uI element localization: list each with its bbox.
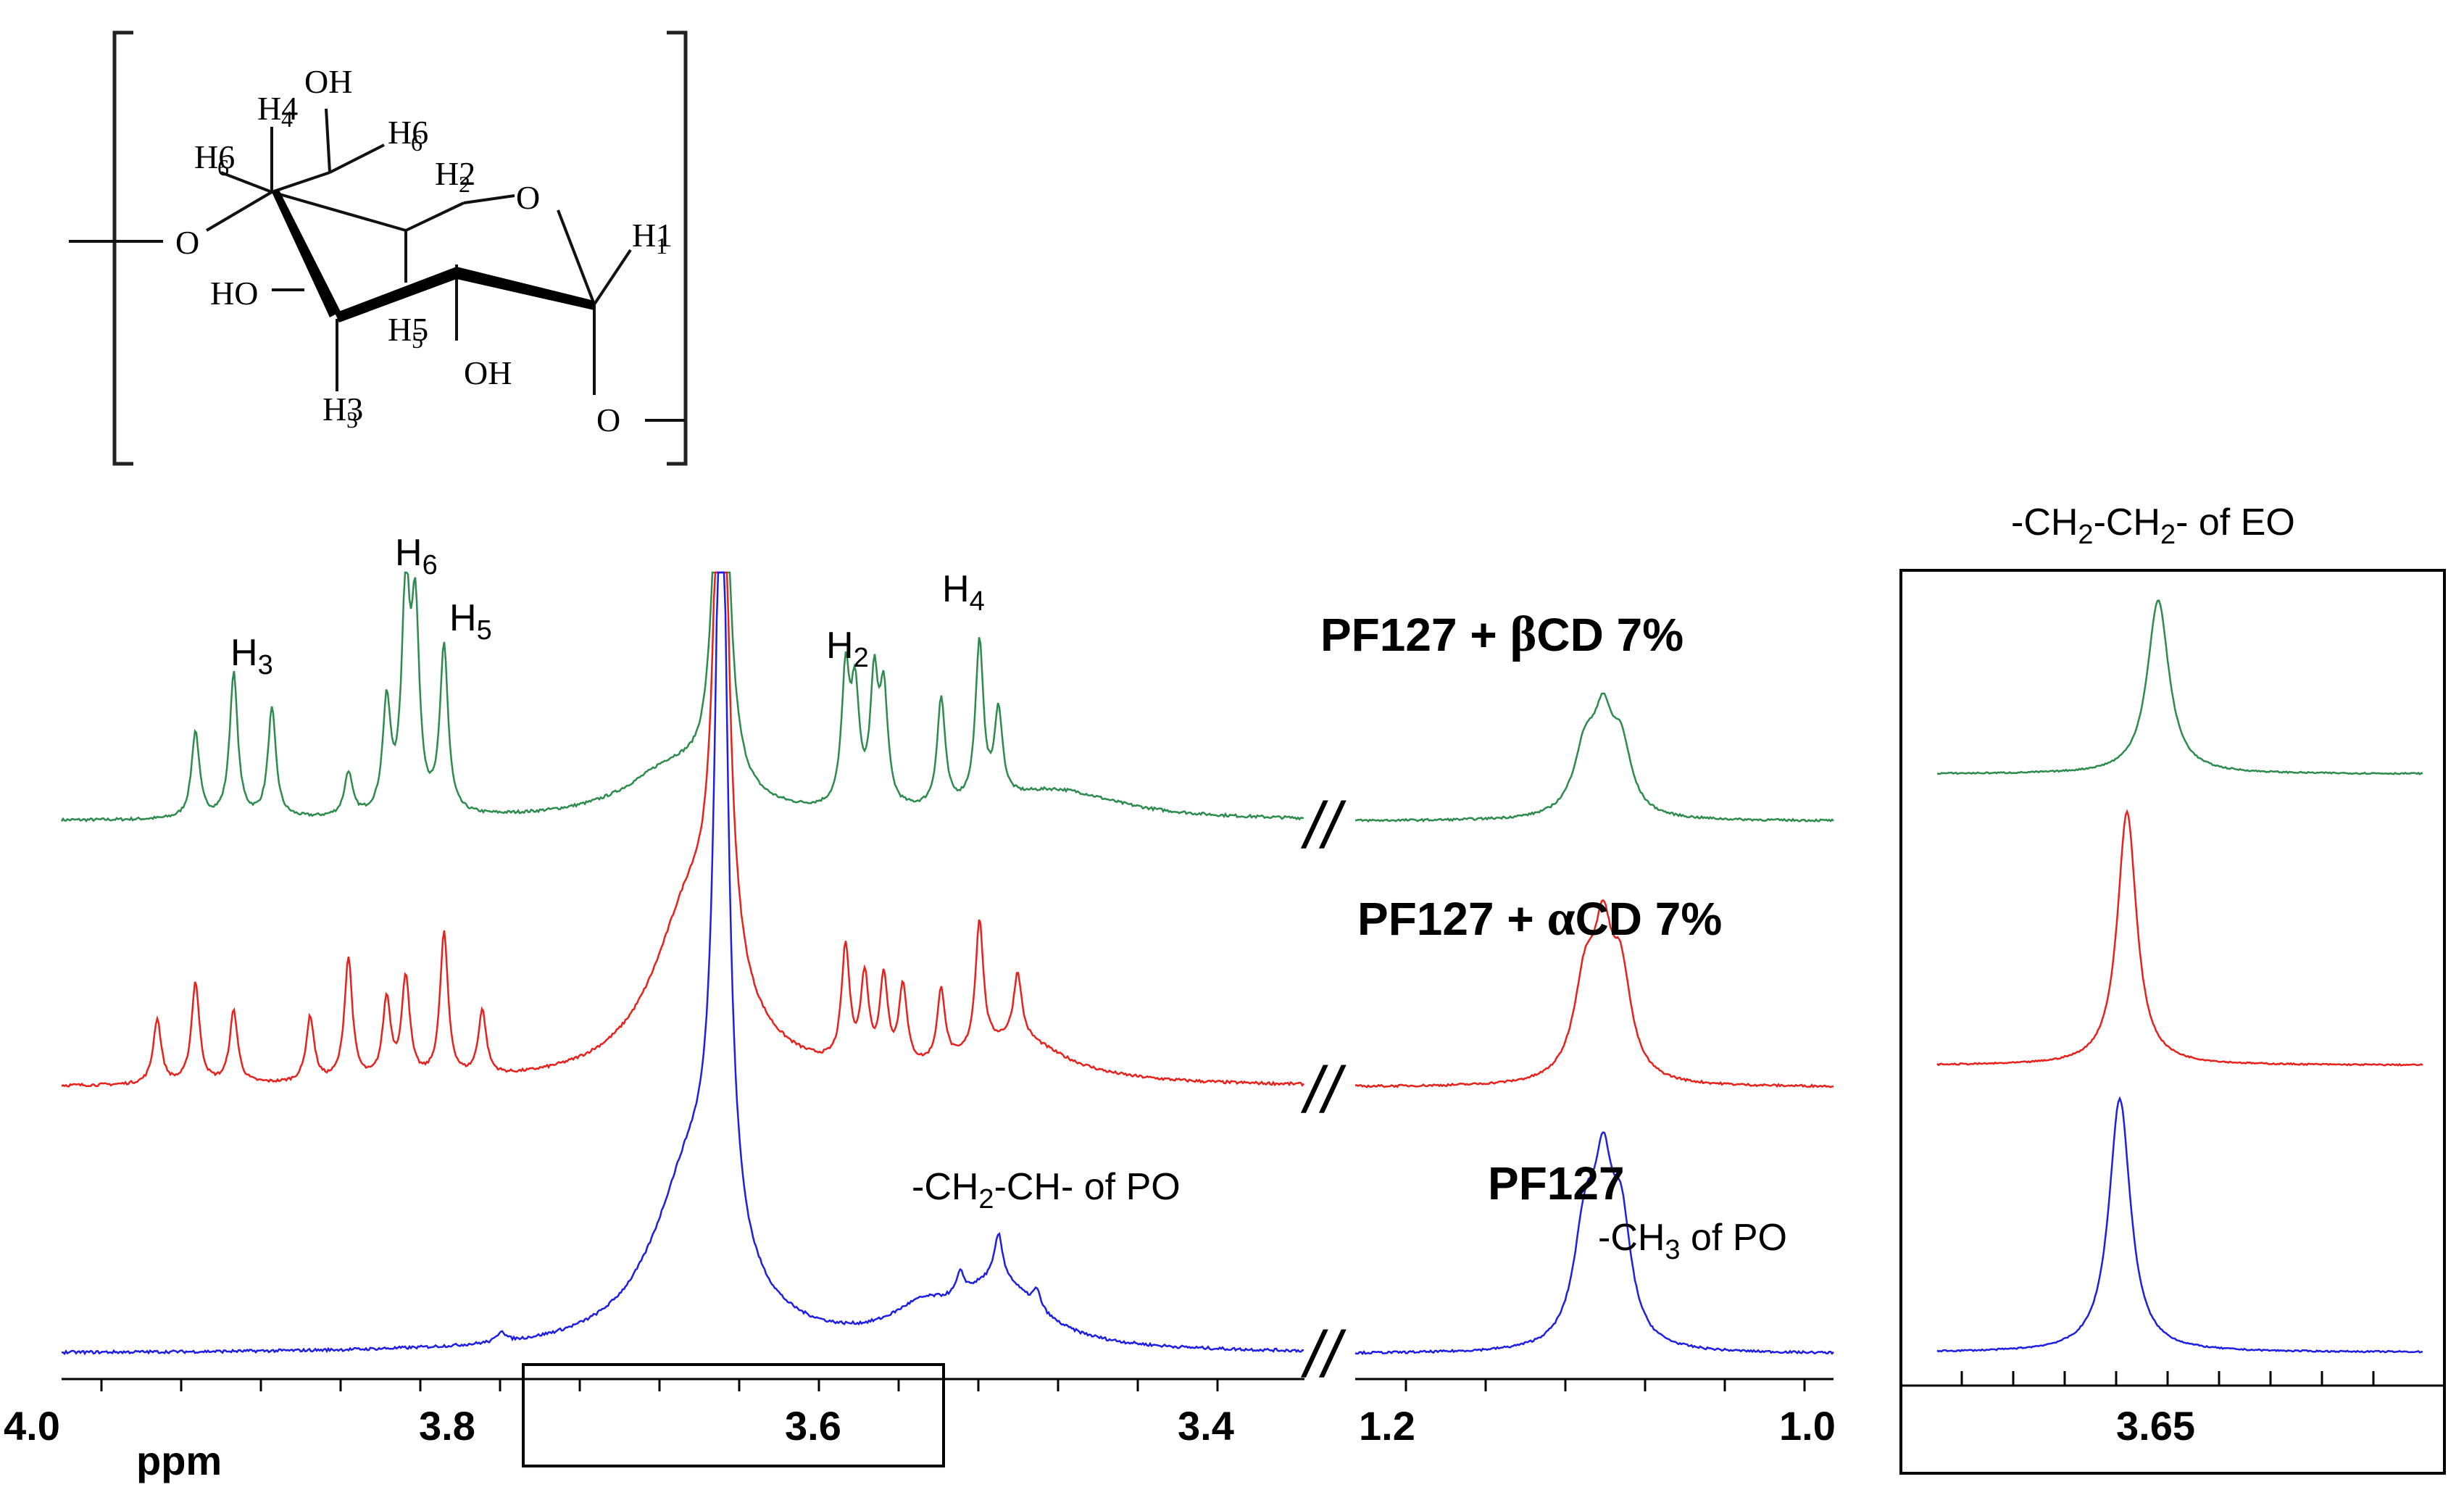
glucose-structure: H4 4 OH H6 6 H6 6 H2 2 O H1 1 O HO H5 5 … <box>69 30 688 466</box>
atom-h1-sub: 1 <box>656 233 667 259</box>
zoom-region-box <box>522 1363 945 1467</box>
wedge-right <box>457 267 594 310</box>
atom-o-bottom: O <box>596 401 620 438</box>
inset-tick-label-3.65: 3.65 <box>2116 1403 2195 1449</box>
atom-h2: H2 <box>435 155 475 192</box>
series-label-alphacd-suffix: CD 7% <box>1576 893 1723 945</box>
break-mark-bottom: // <box>1300 1319 1347 1391</box>
annotation-ch3-of-po: -CH3 of PO <box>1598 1217 1787 1265</box>
atom-h3-sub: 3 <box>346 407 358 433</box>
annotation-h3: H3 <box>230 632 273 680</box>
trace-betacd-methyl <box>1354 692 1834 823</box>
atom-h6-right: H6 <box>388 114 428 151</box>
tick-label-3.6: 3.6 <box>785 1403 841 1449</box>
tick-label-1.2: 1.2 <box>1359 1403 1415 1449</box>
atom-oh-bottom: OH <box>464 354 512 391</box>
annotation-h2: H2 <box>826 625 869 673</box>
wedge-left <box>272 190 341 317</box>
atom-h4-sub: 4 <box>281 106 293 132</box>
annotation-ch2-ch-of-po: -CH2-CH- of PO <box>912 1166 1181 1215</box>
x-tick-labels: 4.0 3.8 3.6 3.4 1.2 1.0 ppm <box>4 1403 1836 1483</box>
atom-oh-top: OH <box>304 63 352 100</box>
inset-trace-alphacd <box>1936 809 2423 1067</box>
series-label-betacd-prefix: PF127 + <box>1320 609 1510 661</box>
atom-h4: H4 <box>257 90 298 127</box>
atom-h5-sub: 5 <box>412 327 423 353</box>
atom-h3: H3 <box>322 391 363 428</box>
series-label-alphacd: PF127 + αCD 7% <box>1357 891 1722 946</box>
series-label-alphacd-greek: α <box>1547 891 1576 946</box>
break-mark-middle: // <box>1300 1054 1347 1127</box>
atom-o-left: O <box>175 224 199 261</box>
trace-pf127-main <box>61 571 1304 1356</box>
trace-pf127-methyl <box>1354 1131 1834 1356</box>
trace-alphacd-main <box>61 571 1304 1088</box>
break-mark-top: // <box>1300 790 1347 862</box>
wedge-bottom <box>335 267 457 322</box>
trace-betacd-main <box>60 571 1304 823</box>
peak-annotations: H3 H6 H5 H2 H4 -CH2-CH- of PO -CH3 of PO… <box>230 501 2295 1265</box>
atom-h5: H5 <box>388 311 428 348</box>
tick-label-4.0: 4.0 <box>4 1403 60 1449</box>
atom-o-ring: O <box>516 179 540 216</box>
trace-alphacd-methyl <box>1354 899 1834 1088</box>
series-label-betacd: PF127 + βCD 7% <box>1320 607 1683 662</box>
atom-h2-sub: 2 <box>459 171 470 197</box>
atom-h1: H1 <box>632 217 673 254</box>
inset-ticks <box>1960 1371 2375 1386</box>
series-label-pf127: PF127 <box>1488 1157 1625 1209</box>
series-label-alphacd-prefix: PF127 + <box>1357 893 1547 945</box>
atom-h6-left-sub: 6 <box>217 154 229 180</box>
annotation-h4: H4 <box>942 568 985 617</box>
series-label-betacd-greek: β <box>1510 607 1537 662</box>
tick-label-3.8: 3.8 <box>419 1403 475 1449</box>
tick-label-1.0: 1.0 <box>1779 1403 1836 1449</box>
axis-breaks: // // // <box>1300 790 1347 1391</box>
annotation-h5: H5 <box>449 597 492 646</box>
right-bracket <box>667 30 688 466</box>
spectra <box>60 571 1834 1356</box>
left-bracket <box>112 30 133 466</box>
inset-frame <box>1899 569 2446 1475</box>
x-axis-unit-label: ppm <box>136 1438 222 1483</box>
series-label-betacd-suffix: CD 7% <box>1536 609 1683 661</box>
x-axis-main <box>62 1378 1834 1391</box>
ring-bonds <box>69 108 685 422</box>
atom-ho: HO <box>210 275 258 312</box>
annotation-ch2-ch2-of-eo: -CH2-CH2- of EO <box>2011 501 2295 550</box>
inset-trace-betacd <box>1936 599 2423 776</box>
atom-h6-right-sub: 6 <box>411 130 423 156</box>
inset-trace-pf127 <box>1936 1096 2423 1354</box>
tick-label-3.4: 3.4 <box>1178 1403 1234 1449</box>
atom-h6-left: H6 <box>194 138 235 175</box>
inset-panel: 3.65 <box>1899 569 2446 1475</box>
annotation-h6: H6 <box>395 532 438 580</box>
